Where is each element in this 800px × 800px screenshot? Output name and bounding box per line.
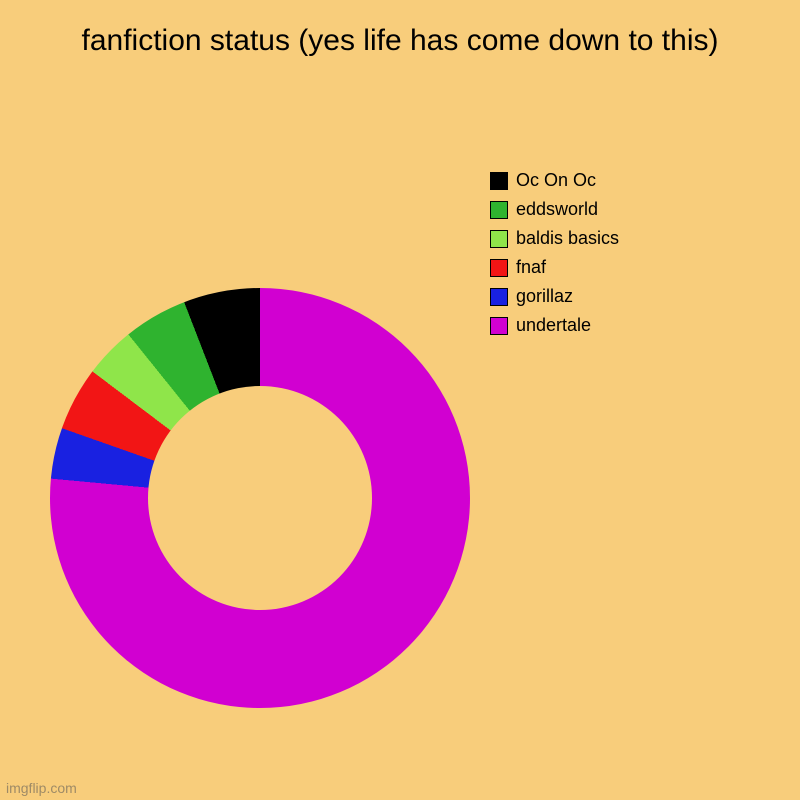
legend-item: undertale [490, 315, 619, 336]
chart-legend: Oc On Oc eddsworld baldis basics fnaf gorill… [490, 170, 619, 344]
legend-swatch [490, 317, 508, 335]
legend-item: baldis basics [490, 228, 619, 249]
legend-swatch [490, 259, 508, 277]
watermark-text: imgflip.com [6, 780, 77, 796]
legend-label: eddsworld [516, 199, 598, 220]
legend-label: gorillaz [516, 286, 573, 307]
legend-label: fnaf [516, 257, 546, 278]
legend-item: eddsworld [490, 199, 619, 220]
chart-canvas: fanfiction status (yes life has come dow… [0, 0, 800, 800]
legend-swatch [490, 230, 508, 248]
legend-label: baldis basics [516, 228, 619, 249]
legend-item: Oc On Oc [490, 170, 619, 191]
legend-label: Oc On Oc [516, 170, 596, 191]
legend-swatch [490, 288, 508, 306]
legend-label: undertale [516, 315, 591, 336]
legend-swatch [490, 201, 508, 219]
legend-item: fnaf [490, 257, 619, 278]
legend-swatch [490, 172, 508, 190]
chart-title: fanfiction status (yes life has come dow… [0, 22, 800, 60]
donut-hole [148, 386, 372, 610]
donut-chart [50, 288, 470, 708]
legend-item: gorillaz [490, 286, 619, 307]
